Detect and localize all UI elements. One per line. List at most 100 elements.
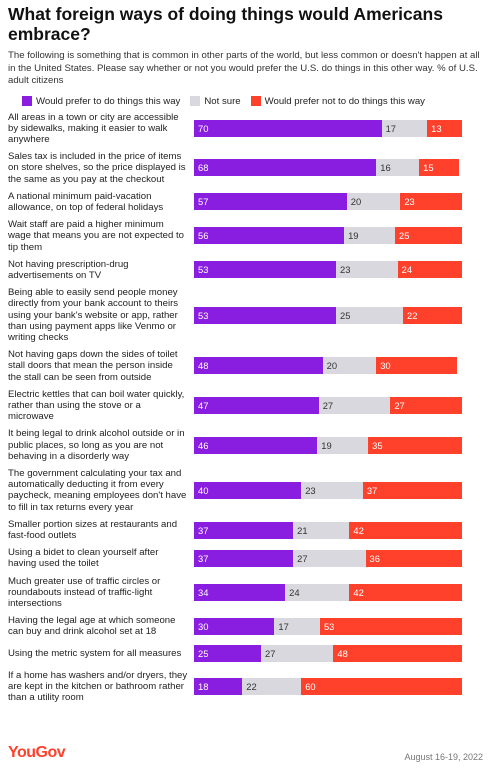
- value-label: 27: [297, 552, 308, 564]
- value-label: 60: [305, 680, 316, 692]
- value-label: 37: [198, 552, 209, 564]
- value-label: 53: [198, 309, 209, 321]
- bar-group: 37 21 42: [194, 521, 462, 539]
- category-label: Not having prescription-drug advertiseme…: [8, 258, 129, 281]
- category-label: Smaller portion sizes at restaurants and…: [8, 518, 178, 541]
- bar-segment: 24: [285, 583, 350, 601]
- bar-group: 25 27 48: [194, 645, 462, 663]
- category-label: It being legal to drink alcohol outside …: [8, 428, 185, 462]
- value-label: 35: [372, 439, 383, 451]
- value-label: 19: [348, 230, 359, 242]
- bar-group: 40 23 37: [194, 481, 462, 499]
- bar-segment: 53: [319, 617, 462, 635]
- value-label: 20: [350, 196, 362, 208]
- bar-segment: 18: [194, 677, 243, 695]
- bar-segment: 46: [194, 436, 318, 454]
- bar-group: 47 27 27: [194, 397, 462, 415]
- row: Not having prescription-drug advertiseme…: [8, 256, 485, 284]
- bar-group: 53 25 22: [194, 306, 462, 324]
- category-label: Electric kettles that can boil water qui…: [8, 388, 185, 423]
- value-label: 22: [407, 309, 418, 321]
- bar-segment: 27: [390, 397, 462, 415]
- legend: Would prefer to do things this way Not su…: [22, 96, 485, 107]
- value-label: 48: [198, 360, 209, 372]
- value-label: 27: [322, 400, 334, 412]
- value-label: 53: [323, 620, 335, 632]
- bar-group: 70 17 13: [194, 119, 462, 137]
- value-label: 24: [289, 586, 300, 598]
- category-label: Using the metric system for all measures: [8, 648, 182, 660]
- plot: All areas in a town or city are accessib…: [8, 109, 485, 707]
- bar-segment: 25: [336, 306, 404, 324]
- value-label: 23: [340, 264, 351, 276]
- legend-item: Would prefer not to do things this way: [250, 95, 425, 107]
- value-label: 56: [198, 230, 209, 242]
- category-label: Much greater use of traffic circles or r…: [8, 575, 161, 610]
- bar-segment: 48: [194, 357, 323, 375]
- category-label: Being able to easily send people money d…: [8, 287, 179, 343]
- value-label: 70: [198, 122, 209, 134]
- value-label: 16: [380, 162, 391, 174]
- bar-segment: 27: [293, 549, 366, 567]
- bar-segment: 35: [368, 436, 462, 454]
- row: If a home has washers and/or dryers, the…: [8, 667, 485, 707]
- row: Sales tax is included in the price of it…: [8, 148, 485, 188]
- value-label: 30: [198, 620, 209, 632]
- chart-title: What foreign ways of doing things would …: [8, 4, 443, 44]
- value-label: 68: [198, 162, 209, 174]
- bar-segment: 19: [317, 436, 369, 454]
- row: Smaller portion sizes at restaurants and…: [8, 516, 485, 544]
- bar-segment: 37: [194, 521, 294, 539]
- bar-group: 68 16 15: [194, 159, 462, 177]
- value-label: 23: [305, 484, 316, 496]
- value-label: 30: [380, 360, 391, 372]
- category-label: Having the legal age at which someone ca…: [8, 615, 176, 638]
- footer: YouGov August 16-19, 2022: [8, 744, 483, 762]
- value-label: 24: [401, 264, 413, 276]
- row: Using the metric system for all measures…: [8, 641, 485, 667]
- bar-segment: 16: [376, 159, 420, 177]
- bar-segment: 36: [365, 549, 462, 567]
- value-label: 46: [198, 439, 209, 451]
- value-label: 21: [297, 524, 308, 536]
- value-label: 53: [198, 264, 209, 276]
- row: Having the legal age at which someone ca…: [8, 612, 485, 640]
- bar-group: 30 17 53: [194, 617, 462, 635]
- row: A national minimum paid-vacation allowan…: [8, 188, 485, 216]
- row: Electric kettles that can boil water qui…: [8, 386, 485, 426]
- bar-segment: 40: [194, 481, 302, 499]
- bar-segment: 23: [400, 193, 462, 211]
- bar-segment: 20: [346, 193, 401, 211]
- value-label: 34: [198, 586, 209, 598]
- value-label: 20: [326, 360, 338, 372]
- legend-label: Not sure: [204, 95, 241, 107]
- bar-segment: 57: [194, 193, 347, 211]
- category-label: The government calculating your tax and …: [8, 467, 187, 513]
- bar-segment: 56: [194, 227, 345, 245]
- legend-swatch: [22, 96, 32, 106]
- category-label: Wait staff are paid a higher minimum wag…: [8, 219, 184, 253]
- legend-swatch: [190, 96, 201, 106]
- bar-segment: 23: [336, 261, 398, 279]
- value-label: 48: [337, 648, 348, 660]
- bar-segment: 68: [194, 159, 377, 177]
- value-label: 22: [246, 680, 257, 692]
- bar-segment: 42: [349, 521, 462, 539]
- value-label: 13: [431, 122, 442, 134]
- legend-label: Would prefer to do things this way: [36, 95, 181, 107]
- bar-group: 48 20 30: [194, 357, 462, 375]
- bar-segment: 34: [194, 583, 286, 601]
- bar-group: 18 22 60: [194, 677, 462, 695]
- bar-segment: 60: [301, 677, 462, 695]
- bar-segment: 30: [376, 357, 457, 375]
- legend-item: Would prefer to do things this way: [22, 96, 180, 107]
- legend-label: Would prefer not to do things this way: [264, 95, 425, 107]
- row: Not having gaps down the sides of toilet…: [8, 346, 485, 386]
- value-label: 25: [198, 648, 209, 660]
- logo: YouGov: [8, 744, 66, 761]
- date: August 16-19, 2022: [404, 752, 483, 762]
- bar-segment: 20: [322, 357, 377, 375]
- value-label: 40: [198, 484, 209, 496]
- value-label: 37: [366, 484, 378, 496]
- row: Being able to easily send people money d…: [8, 284, 485, 346]
